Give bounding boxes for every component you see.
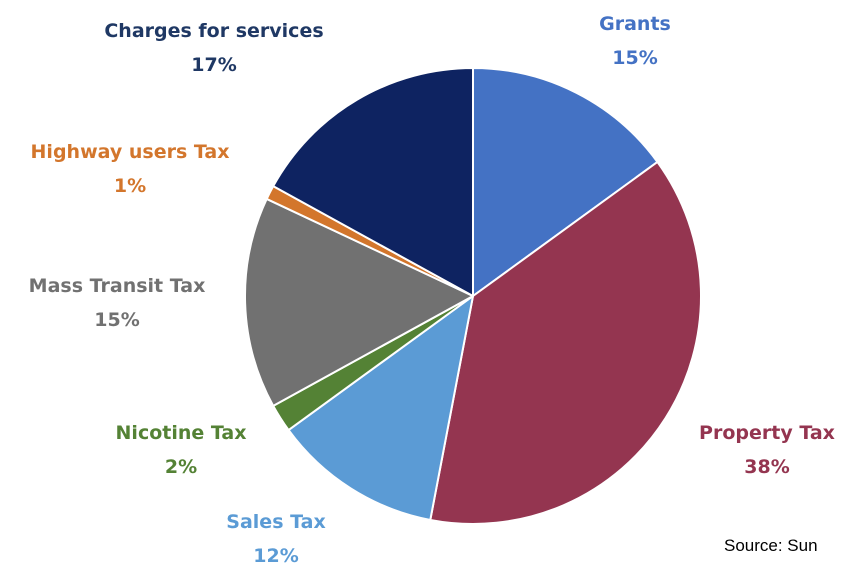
pie-slice-mass-transit-tax — [244, 197, 474, 407]
label-property-tax: Property Tax 38% — [699, 416, 835, 484]
label-grants-name: Grants — [599, 13, 671, 35]
label-charges-for-services-name: Charges for services — [104, 20, 324, 42]
label-charges-for-services: Charges for services 17% — [104, 14, 323, 82]
pie-slice-grants — [472, 67, 659, 297]
label-nicotine-tax-percent: 2% — [164, 456, 198, 478]
label-highway-users-tax-percent: 1% — [113, 175, 147, 197]
label-mass-transit-tax-name: Mass Transit Tax — [28, 275, 206, 297]
label-nicotine-tax-name: Nicotine Tax — [115, 422, 247, 444]
label-sales-tax-name: Sales Tax — [226, 511, 326, 533]
label-highway-users-tax-name: Highway users Tax — [30, 141, 230, 163]
label-nicotine-tax: Nicotine Tax 2% — [116, 416, 247, 484]
label-mass-transit-tax-percent: 15% — [94, 309, 140, 331]
label-sales-tax: Sales Tax 12% — [226, 505, 325, 567]
pie-slice-charges-for-services — [272, 67, 474, 297]
source-note: Source: Sun — [724, 536, 818, 555]
label-property-tax-name: Property Tax — [699, 422, 835, 444]
label-mass-transit-tax: Mass Transit Tax 15% — [29, 269, 206, 337]
label-grants: Grants 15% — [599, 7, 671, 75]
pie-slice-property-tax — [429, 160, 702, 525]
label-charges-for-services-percent: 17% — [191, 54, 237, 76]
label-property-tax-percent: 38% — [744, 456, 790, 478]
label-grants-percent: 15% — [612, 47, 658, 69]
label-sales-tax-percent: 12% — [253, 545, 299, 567]
label-highway-users-tax: Highway users Tax 1% — [31, 135, 230, 203]
pie-slice-sales-tax — [287, 295, 474, 521]
